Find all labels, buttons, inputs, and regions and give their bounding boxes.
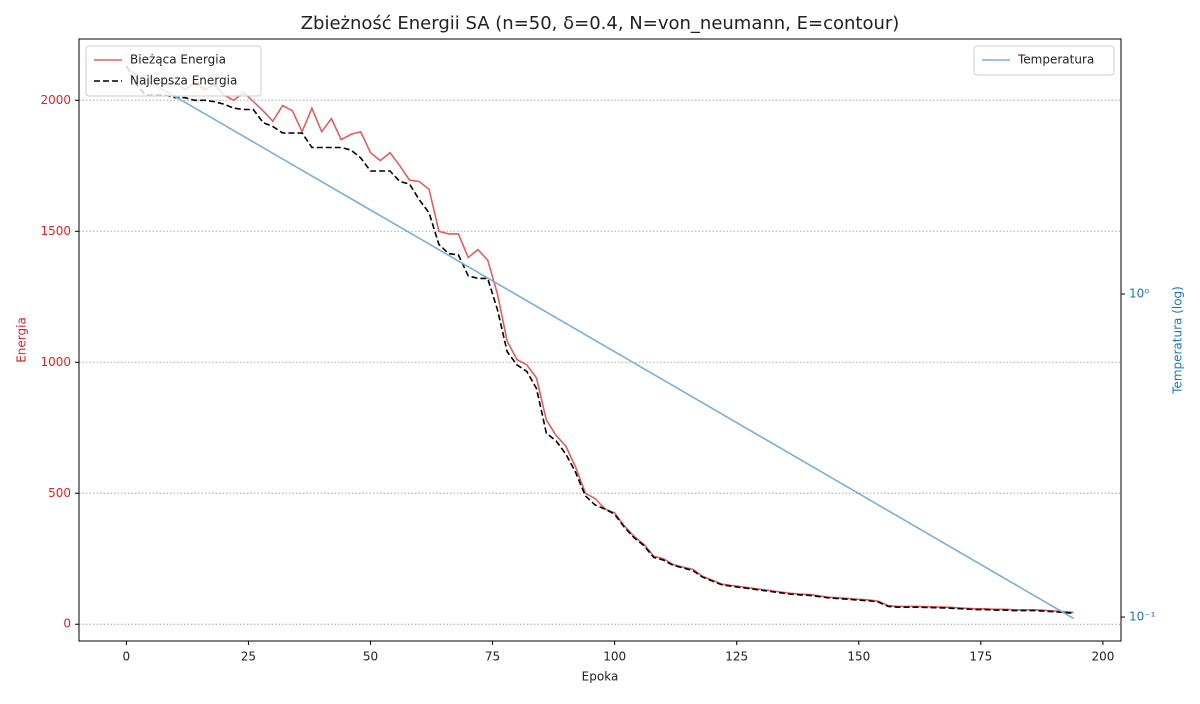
x-tick-label: 125 [725,650,748,664]
x-tick-label: 175 [969,650,992,664]
legend-box [85,45,262,97]
y-tick-label: 500 [48,486,71,500]
x-tick-label: 100 [603,650,626,664]
y-tick-label: 1000 [40,355,71,369]
y2-axis-label: Temperatura (log) [1171,286,1185,395]
series-line [125,67,1075,620]
x-axis-label: Epoka [582,670,619,684]
y-tick-label: 0 [63,617,71,631]
x-tick-label: 150 [847,650,870,664]
chart-title: Zbieżność Energii SA (n=50, δ=0.4, N=von… [301,13,900,34]
x-tick-label: 25 [241,650,256,664]
legend-box [973,45,1115,76]
series-line [125,65,1074,614]
x-tick-label: 0 [123,650,131,664]
legend-label: Bieżąca Energia [130,53,226,67]
series-line [125,65,1074,614]
legend-label: Najlepsza Energia [130,74,237,88]
y-tick-label: 1500 [40,224,71,238]
x-tick-label: 50 [363,650,378,664]
plot-frame [78,38,1122,642]
y-tick-label: 2000 [40,93,71,107]
y2-tick-label: 10⁻¹ [1129,610,1156,624]
y2-tick-label: 10⁰ [1129,287,1149,301]
x-tick-label: 200 [1091,650,1114,664]
legend-label: Temperatura [1017,53,1094,67]
y-axis-label: Energia [15,317,29,363]
x-tick-label: 75 [485,650,500,664]
